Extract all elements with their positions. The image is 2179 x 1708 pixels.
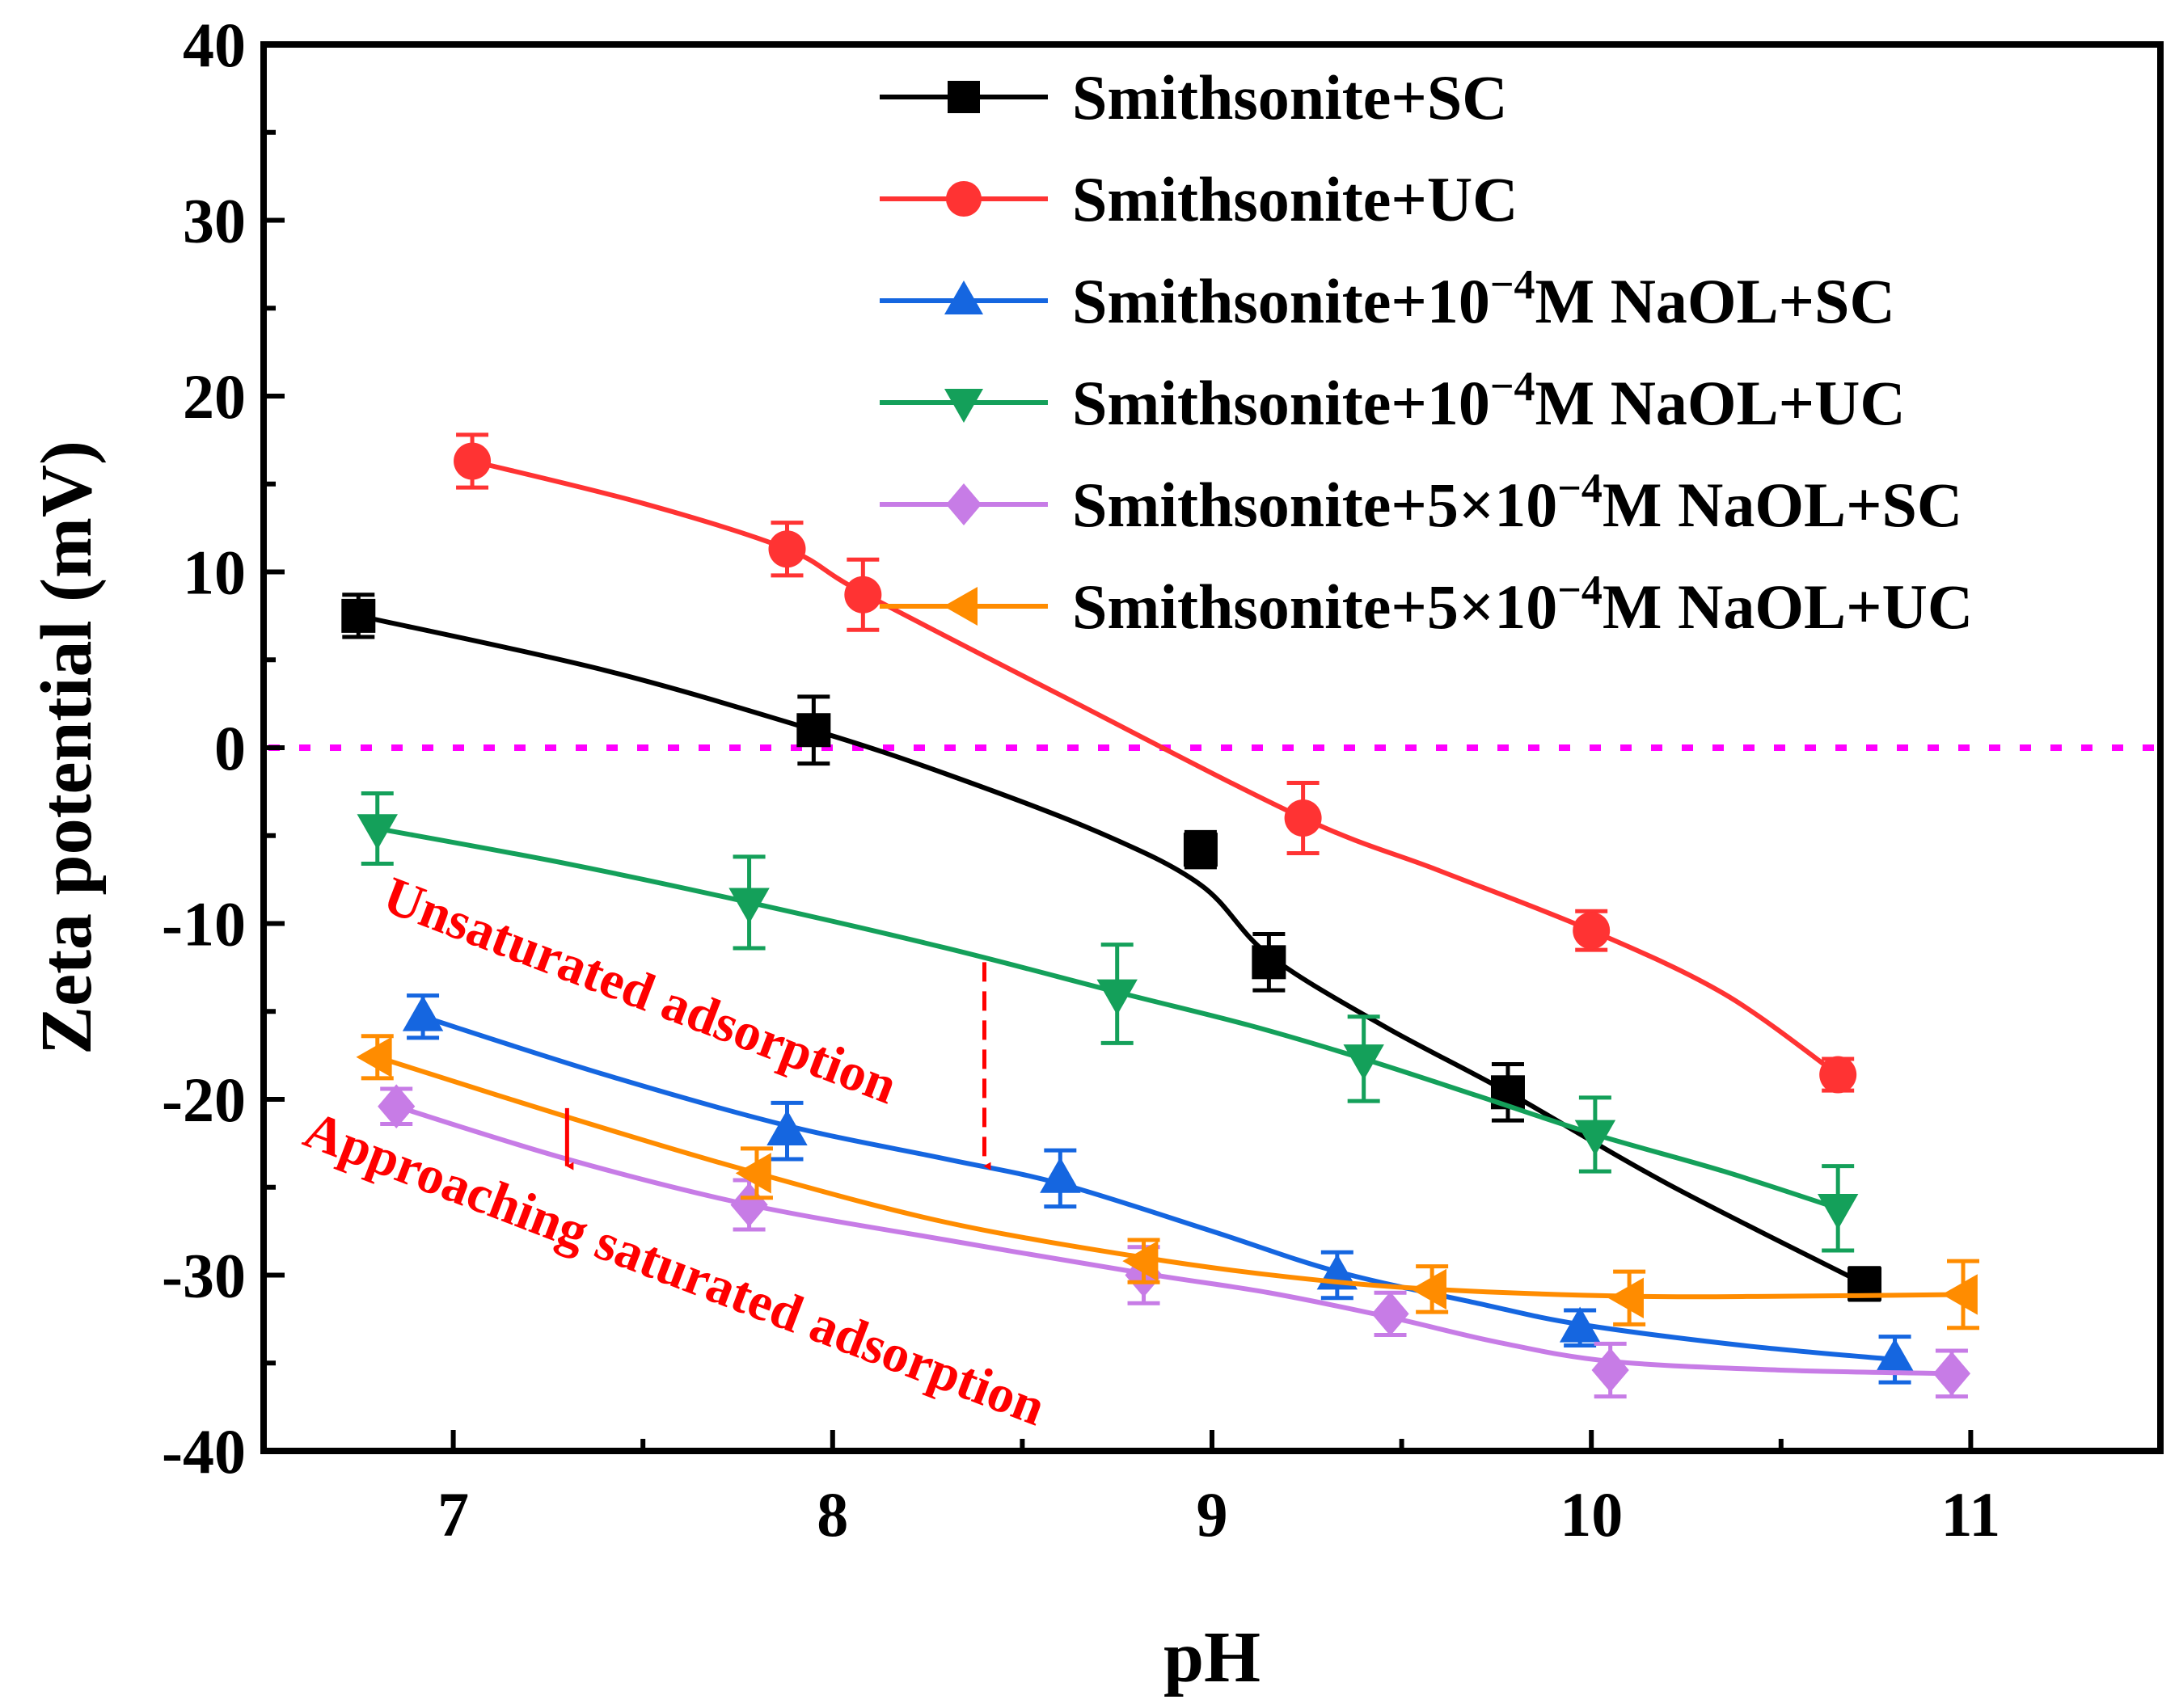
data-point bbox=[1284, 799, 1322, 837]
series-line bbox=[357, 613, 1866, 1287]
data-point bbox=[1183, 833, 1218, 867]
legend-item: Smithsonite+SC bbox=[880, 62, 1508, 133]
data-point bbox=[766, 1109, 808, 1145]
legend-label: Smithsonite+10−4M NaOL+UC bbox=[1072, 364, 1906, 438]
legend-label: Smithsonite+5×10−4M NaOL+UC bbox=[1072, 567, 1973, 642]
series-layer bbox=[341, 432, 1980, 1399]
series-line bbox=[377, 826, 1839, 1211]
data-point bbox=[402, 995, 444, 1031]
x-tick-label: 8 bbox=[817, 1479, 848, 1550]
data-point bbox=[378, 1084, 416, 1128]
data-point bbox=[1343, 1044, 1384, 1081]
data-point bbox=[1122, 1240, 1159, 1282]
y-tick-label: 0 bbox=[214, 713, 246, 783]
legend-marker bbox=[944, 587, 978, 626]
legend-item: Smithsonite+10−4M NaOL+SC bbox=[880, 262, 1895, 336]
x-tick-label: 9 bbox=[1197, 1479, 1228, 1550]
x-axis-title: pH bbox=[1163, 1617, 1261, 1697]
y-tick-label: -30 bbox=[162, 1241, 246, 1311]
y-tick-label: -10 bbox=[162, 889, 246, 959]
x-tick-label: 11 bbox=[1941, 1479, 2001, 1550]
legend-marker bbox=[944, 280, 983, 314]
data-point bbox=[730, 1183, 768, 1227]
legend: Smithsonite+SC Smithsonite+UC Smithsonite+… bbox=[880, 62, 1973, 642]
series-2 bbox=[454, 432, 1857, 1094]
legend-item: Smithsonite+UC bbox=[880, 164, 1518, 234]
legend-label: Smithsonite+10−4M NaOL+SC bbox=[1072, 262, 1895, 336]
series-line bbox=[422, 1014, 1895, 1362]
series-3 bbox=[402, 993, 1915, 1385]
plot-area bbox=[260, 41, 2164, 1454]
legend-marker bbox=[946, 181, 982, 217]
data-point bbox=[1252, 945, 1286, 980]
series-line bbox=[471, 458, 1839, 1077]
data-point bbox=[1371, 1292, 1409, 1336]
data-point bbox=[357, 814, 398, 850]
series-5 bbox=[378, 1084, 1971, 1399]
series-4 bbox=[357, 791, 1859, 1253]
legend-marker bbox=[944, 389, 983, 423]
legend-item: Smithsonite+5×10−4M NaOL+SC bbox=[880, 466, 1962, 540]
annotation-unsaturated: Unsaturated adsorption bbox=[376, 866, 905, 1115]
x-tick-labels: 7 8 9 10 11 bbox=[437, 1479, 2000, 1550]
data-point bbox=[1410, 1268, 1446, 1310]
y-tick-label: 10 bbox=[183, 538, 246, 608]
data-point bbox=[796, 713, 831, 748]
data-point bbox=[1573, 912, 1611, 950]
y-tick-label: 20 bbox=[183, 361, 246, 432]
axis-ticks bbox=[264, 42, 2163, 1453]
data-point bbox=[728, 888, 770, 924]
legend-item: Smithsonite+10−4M NaOL+UC bbox=[880, 364, 1906, 438]
x-tick-label: 10 bbox=[1560, 1479, 1623, 1550]
y-axis-title: Zeta potential (mV) bbox=[27, 441, 107, 1055]
series-line bbox=[376, 1054, 1964, 1300]
legend-label: Smithsonite+UC bbox=[1072, 164, 1518, 234]
legend-marker bbox=[946, 483, 982, 525]
data-point bbox=[1874, 1338, 1915, 1374]
legend-label: Smithsonite+5×10−4M NaOL+SC bbox=[1072, 466, 1962, 540]
data-point bbox=[1941, 1274, 1978, 1315]
y-tick-labels: 40 30 20 10 0 -10 -20 -30 -40 bbox=[162, 10, 246, 1487]
data-point bbox=[735, 1153, 771, 1194]
y-tick-label: 30 bbox=[183, 186, 246, 256]
data-point bbox=[1574, 1120, 1616, 1156]
data-point bbox=[1040, 1157, 1081, 1193]
data-point bbox=[768, 530, 806, 568]
x-tick-label: 7 bbox=[437, 1479, 469, 1550]
legend-item: Smithsonite+5×10−4M NaOL+UC bbox=[880, 567, 1973, 642]
data-point bbox=[1932, 1352, 1971, 1396]
data-point bbox=[1591, 1347, 1629, 1393]
arrow-layer bbox=[564, 962, 991, 1170]
y-tick-label: -20 bbox=[162, 1065, 246, 1135]
data-point bbox=[1817, 1194, 1859, 1230]
data-point bbox=[1559, 1306, 1601, 1343]
data-point bbox=[1819, 1056, 1857, 1094]
data-point bbox=[1096, 979, 1138, 1015]
data-point bbox=[454, 442, 492, 480]
data-point bbox=[844, 576, 882, 614]
data-point bbox=[341, 598, 376, 633]
series-6 bbox=[356, 1034, 1980, 1331]
data-point bbox=[356, 1036, 392, 1078]
y-tick-label: 40 bbox=[183, 10, 246, 80]
series-line bbox=[395, 1103, 1953, 1377]
legend-label: Smithsonite+SC bbox=[1072, 62, 1508, 133]
data-point bbox=[1607, 1277, 1644, 1318]
legend-marker bbox=[948, 81, 980, 113]
y-tick-label: -40 bbox=[162, 1416, 246, 1487]
